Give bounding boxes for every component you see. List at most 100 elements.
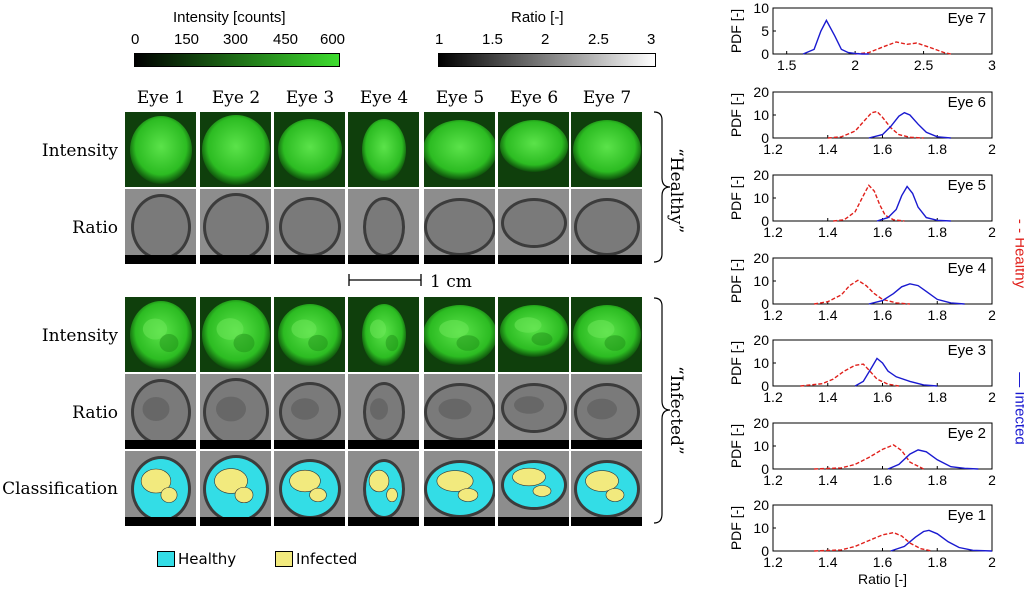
healthy-intensity-eye-4 (348, 112, 419, 187)
infected-classification-eye-6 (498, 451, 569, 526)
infected-ratio-eye-7 (571, 374, 642, 449)
healthy-ratio-eye-3 (274, 189, 345, 264)
row-label-infected-intensity: Intensity (41, 326, 118, 346)
y-tick-label: 20 (753, 84, 769, 100)
y-tick-label: 0 (761, 213, 769, 229)
healthy-intensity-eye-2 (200, 112, 271, 187)
healthy-brace (653, 111, 671, 263)
y-axis-label: PDF [-] (728, 506, 744, 550)
x-tick-label: 2 (988, 307, 996, 323)
x-tick-label: 1.2 (763, 472, 783, 488)
infected-ratio-eye-2 (200, 374, 271, 449)
infected-classification-eye-4 (348, 451, 419, 526)
y-axis-label: PDF [-] (728, 176, 744, 220)
x-tick-label: 1.2 (763, 389, 783, 405)
y-tick-label: 20 (753, 167, 769, 183)
column-header-eye-6: Eye 6 (509, 88, 559, 108)
ratio-tick: 2.5 (588, 31, 609, 48)
infected-classification-eye-5 (424, 451, 495, 526)
y-tick-label: 0 (761, 46, 769, 62)
infected-classification-eye-7 (571, 451, 642, 526)
y-tick-label: 0 (761, 296, 769, 312)
healthy-intensity-eye-7 (571, 112, 642, 187)
y-axis-label: PDF [-] (728, 424, 744, 468)
intensity-colorbar (134, 53, 340, 67)
plot-title: Eye 5 (948, 177, 986, 194)
y-tick-label: 0 (761, 378, 769, 394)
scale-bar-label: 1 cm (430, 272, 472, 292)
x-tick-label: 1.6 (873, 472, 893, 488)
ratio-colorbar-title: Ratio [-] (511, 9, 564, 26)
x-tick-label: 3 (988, 57, 996, 73)
ratio-tick: 3 (647, 31, 656, 48)
y-tick-label: 10 (753, 355, 769, 371)
healthy-ratio-eye-1 (125, 189, 196, 264)
y-axis-label: PDF [-] (728, 259, 744, 303)
x-tick-label: 1.8 (928, 389, 948, 405)
infected-intensity-eye-4 (348, 297, 419, 372)
infected-classification-eye-2 (200, 451, 271, 526)
x-tick-label: 2.5 (914, 57, 934, 73)
column-header-eye-5: Eye 5 (435, 88, 485, 108)
infected-intensity-eye-3 (274, 297, 345, 372)
column-header-eye-7: Eye 7 (582, 88, 632, 108)
x-tick-label: 1.2 (763, 307, 783, 323)
column-header-eye-1: Eye 1 (136, 88, 186, 108)
healthy-ratio-eye-5 (424, 189, 495, 264)
x-tick-label: 2 (988, 389, 996, 405)
infected-brace (653, 297, 671, 524)
series-line-infected (868, 111, 951, 139)
y-axis-label: PDF [-] (728, 93, 744, 137)
y-tick-label: 10 (753, 438, 769, 454)
x-tick-label: 1.6 (873, 141, 893, 157)
row-label-healthy-intensity: Intensity (41, 141, 118, 161)
series-line-healthy (814, 444, 924, 470)
row-label-infected-ratio: Ratio (72, 403, 118, 423)
series-line-infected (868, 283, 965, 305)
y-tick-label: 0 (761, 461, 769, 477)
x-tick-label: 1.6 (873, 554, 893, 570)
infected-intensity-eye-6 (498, 297, 569, 372)
ratio-tick: 1 (435, 31, 444, 48)
x-tick-label: 1.5 (777, 57, 797, 73)
x-tick-label: 2 (988, 141, 996, 157)
x-tick-label: 1.8 (928, 472, 948, 488)
scale-bar (348, 274, 422, 286)
row-label-healthy-ratio: Ratio (72, 218, 118, 238)
ratio-colorbar (438, 53, 656, 67)
column-header-eye-3: Eye 3 (285, 88, 335, 108)
infected-classification-eye-3 (274, 451, 345, 526)
x-tick-label: 1.4 (818, 307, 838, 323)
plot-title: Eye 7 (948, 10, 986, 27)
row-label-infected-classification: Classification (2, 479, 118, 499)
healthy-ratio-eye-2 (200, 189, 271, 264)
y-tick-label: 10 (753, 107, 769, 123)
y-axis-label: PDF [-] (728, 9, 744, 53)
x-tick-label: 1.4 (818, 141, 838, 157)
infected-intensity-eye-2 (200, 297, 271, 372)
series-line-infected (876, 185, 951, 222)
x-tick-label: 1.4 (818, 389, 838, 405)
infected-ratio-eye-5 (424, 374, 495, 449)
intensity-tick: 300 (223, 31, 249, 48)
healthy-ratio-eye-4 (348, 189, 419, 264)
y-axis-label: PDF [-] (728, 341, 744, 385)
healthy-intensity-eye-3 (274, 112, 345, 187)
y-tick-label: 0 (761, 543, 769, 559)
infected-intensity-eye-1 (125, 297, 196, 372)
x-tick-label: 2 (851, 57, 859, 73)
infected-ratio-eye-4 (348, 374, 419, 449)
y-tick-label: 20 (753, 497, 769, 513)
x-tick-label: 1.4 (818, 224, 838, 240)
x-tick-label: 1.8 (928, 307, 948, 323)
x-axis-label: Ratio [-] (858, 571, 907, 587)
healthy-intensity-eye-6 (498, 112, 569, 187)
series-line-infected (802, 18, 869, 55)
x-tick-label: 1.4 (818, 554, 838, 570)
series-line-healthy (800, 363, 900, 387)
